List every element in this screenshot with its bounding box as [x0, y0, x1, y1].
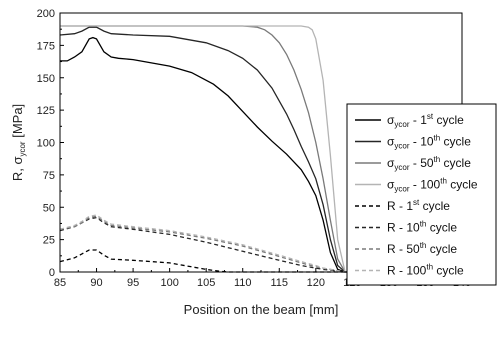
y-tick-label: 125	[37, 105, 55, 117]
y-axis-title-sub: ycor	[18, 141, 27, 156]
x-tick-label: 110	[234, 277, 252, 289]
x-axis-title: Position on the beam [mm]	[184, 302, 339, 317]
x-tick-label: 115	[270, 277, 288, 289]
y-tick-label: 100	[37, 138, 55, 150]
y-axis-title-unit: [MPa]	[10, 104, 25, 142]
legend-label-8: R - 100th cycle	[387, 263, 464, 278]
series-line-2	[59, 26, 353, 273]
y-tick-label: 150	[37, 73, 55, 85]
y-axis-title-main: R, σ	[10, 157, 25, 182]
y-tick-label: 75	[43, 170, 55, 182]
y-tick-label: 0	[49, 267, 55, 279]
legend-label-5: R - 1st cycle	[387, 198, 450, 213]
y-axis-title: R, σycor [MPa]	[10, 104, 27, 181]
legend-box	[346, 103, 497, 286]
series-line-6	[59, 216, 353, 273]
y-tick-label: 50	[43, 202, 55, 214]
y-tick-label: 25	[43, 235, 55, 247]
x-tick-label: 95	[127, 277, 139, 289]
legend: σycor - 1st cycle σycor - 10th cycle σycor…	[346, 103, 497, 286]
legend-label-3: σycor - 50th cycle	[387, 155, 471, 172]
series-line-4	[60, 25, 353, 273]
y-tick-label: 175	[37, 40, 55, 52]
series-line-1	[60, 36, 353, 273]
x-tick-label: 85	[54, 277, 66, 289]
legend-label-7: R - 50th cycle	[387, 241, 457, 256]
x-tick-label: 105	[197, 277, 215, 289]
legend-label-4: σycor - 100th cycle	[387, 177, 478, 194]
series-line-8	[59, 214, 353, 273]
legend-label-2: σycor - 10th cycle	[387, 134, 471, 151]
y-tick-label: 200	[37, 8, 55, 20]
series-line-5	[59, 249, 353, 273]
x-tick-label: 100	[160, 277, 178, 289]
x-tick-label: 120	[307, 277, 325, 289]
x-tick-label: 90	[90, 277, 102, 289]
series-layer	[59, 25, 353, 273]
legend-label-6: R - 10th cycle	[387, 220, 457, 235]
legend-label-1: σycor - 1st cycle	[387, 112, 464, 129]
